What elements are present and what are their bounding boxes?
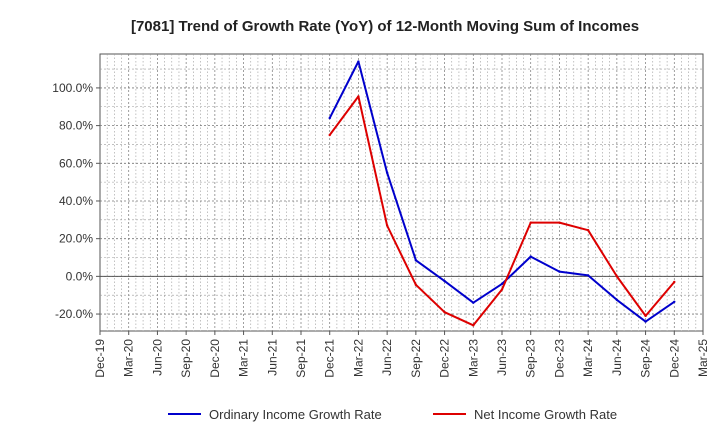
data-point [558,221,561,224]
x-tick-label: Dec-21 [323,339,337,378]
x-tick-label: Sep-23 [524,339,538,378]
x-tick-label: Dec-23 [552,339,566,378]
x-tick-label: Jun-20 [150,339,164,376]
x-tick-label: Dec-22 [438,339,452,378]
data-point [586,274,590,277]
data-point [328,133,331,137]
y-tick-label: 20.0% [59,232,93,246]
x-tick-label: Dec-20 [208,339,222,378]
data-point [500,282,504,286]
x-tick-label: Sep-24 [639,339,653,378]
x-tick-label: Mar-20 [122,339,136,377]
x-tick-label: Jun-23 [495,339,509,376]
data-point [644,320,647,323]
x-tick-label: Jun-24 [610,339,624,376]
x-tick-label: Mar-22 [351,339,365,377]
x-tick-label: Sep-21 [294,339,308,378]
x-tick-label: Sep-22 [409,339,423,378]
data-point [500,288,504,291]
data-point [673,300,676,303]
x-tick-label: Mar-24 [581,339,595,377]
y-tick-label: 100.0% [52,81,93,95]
x-tick-label: Mar-23 [466,339,480,377]
data-point [472,301,475,304]
x-axis: Dec-19 Mar-20 Jun-20 Sep-20 Dec-20 Mar-21 Jun-… [93,331,710,378]
data-point [414,259,418,262]
x-tick-label: Mar-21 [237,339,251,377]
data-point [328,116,331,120]
y-tick-label: 0.0% [66,269,94,283]
data-point [529,221,532,224]
data-point [529,255,532,258]
series-lines [328,60,676,327]
data-point [558,270,561,273]
x-tick-label: Mar-25 [696,339,710,377]
data-point [472,324,475,327]
data-point [644,314,647,318]
y-axis: -20.0% 0.0% 20.0% 40.0% 60.0% 80.0% 100.0% [52,81,100,321]
y-tick-label: 40.0% [59,194,93,208]
data-point [443,310,446,314]
data-point [586,228,590,232]
chart-title: [7081] Trend of Growth Rate (YoY) of 12-… [131,18,639,35]
x-tick-label: Dec-19 [93,339,107,378]
grid [100,54,703,331]
y-tick-label: -20.0% [55,307,93,321]
data-point [615,275,619,278]
x-tick-label: Jun-22 [380,339,394,376]
legend: Ordinary Income Growth Rate Net Income Gr… [168,407,617,422]
data-point [673,280,676,284]
y-tick-label: 80.0% [59,119,93,133]
data-point [414,283,418,287]
data-point [443,279,446,283]
data-point [615,298,619,302]
legend-label: Net Income Growth Rate [474,407,617,422]
y-tick-label: 60.0% [59,156,93,170]
data-point [385,171,389,174]
legend-label: Ordinary Income Growth Rate [209,407,382,422]
x-tick-label: Dec-24 [667,339,681,378]
data-point [357,60,360,63]
x-tick-label: Sep-20 [179,339,193,378]
data-point [385,224,389,227]
x-tick-label: Jun-21 [265,339,279,376]
data-point [357,95,360,98]
